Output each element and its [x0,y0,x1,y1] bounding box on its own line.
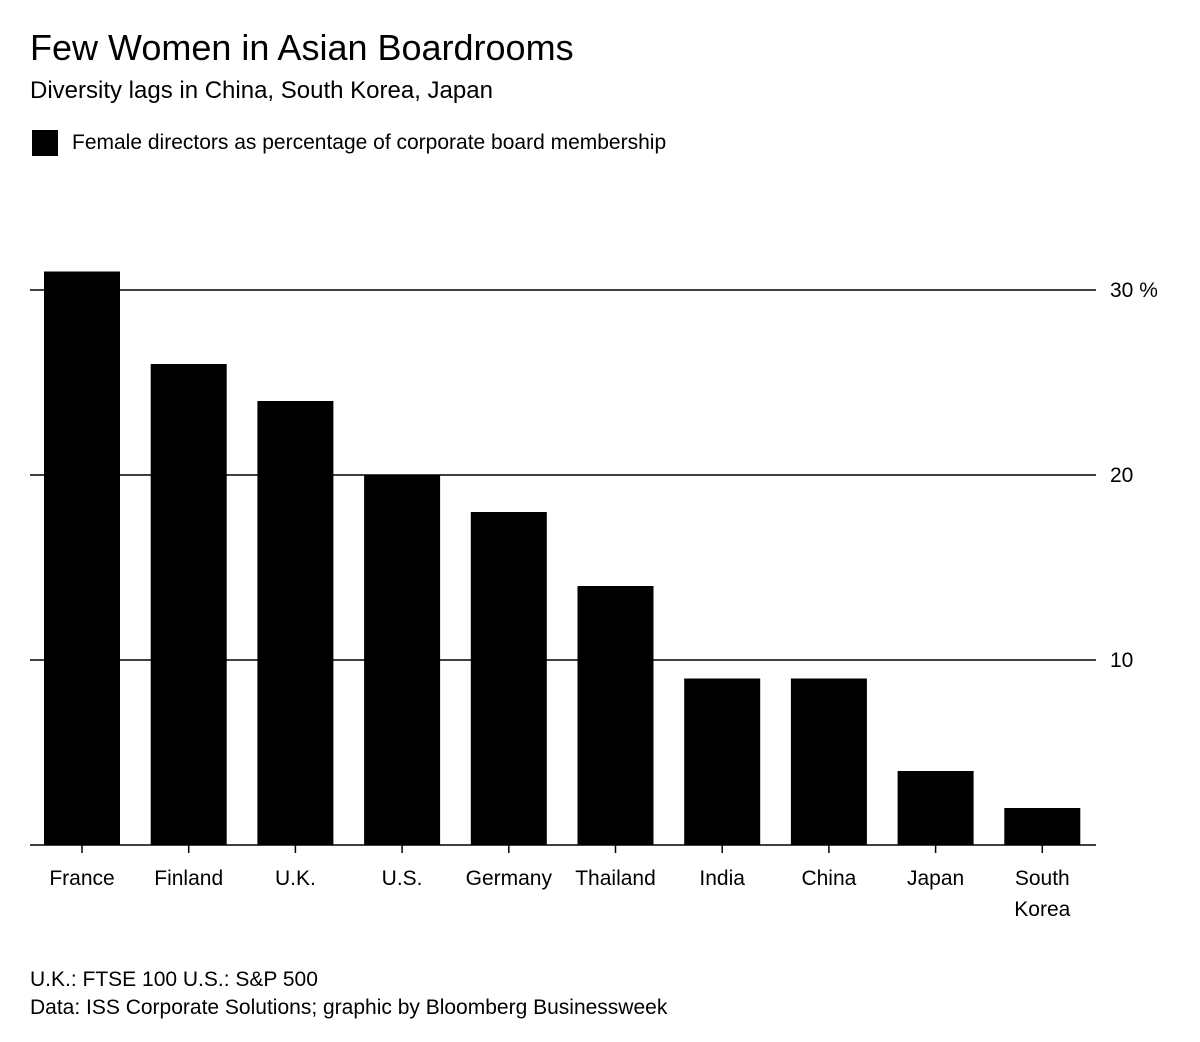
y-tick-label: 10 [1110,649,1133,672]
bar-india [684,678,761,845]
footnote: U.K.: FTSE 100 U.S.: S&P 500 Data: ISS C… [30,966,667,1022]
y-tick-labels: 10 20 30 % [1110,279,1158,672]
legend-label: Female directors as percentage of corpor… [72,131,667,154]
bar-japan [897,771,974,845]
y-tick-label: 20 [1110,464,1133,487]
chart-subtitle: Diversity lags in China, South Korea, Ja… [30,77,493,104]
index-note: U.K.: FTSE 100 U.S.: S&P 500 [30,968,318,991]
bar-u-s [364,475,441,845]
bar-south-korea [1004,808,1081,845]
bar-thailand [577,586,654,845]
x-category-label: Japan [907,867,964,890]
source-note: Data: ISS Corporate Solutions; graphic b… [30,996,668,1019]
x-category-label: India [699,867,745,890]
category-labels: France Finland U.K. U.S. Germany Thailand Indi… [49,867,1070,921]
x-category-label: China [801,867,856,890]
x-category-label: Finland [154,867,223,890]
bar-finland [150,364,227,845]
y-tick-label: 30 % [1110,279,1158,302]
bar-germany [470,512,547,845]
bar-china [790,678,867,845]
x-category-label: South Korea [1014,867,1070,921]
bars [44,271,1081,845]
x-category-label: Germany [466,867,553,890]
legend: Female directors as percentage of corpor… [32,130,666,156]
x-category-label: U.S. [382,867,423,890]
x-category-label: U.K. [275,867,316,890]
chart-title: Few Women in Asian Boardrooms [30,27,574,68]
x-category-label: France [49,867,114,890]
x-category-label: Thailand [575,867,656,890]
legend-swatch [32,130,58,156]
bar-france [44,271,120,845]
bar-u-k [257,401,334,845]
